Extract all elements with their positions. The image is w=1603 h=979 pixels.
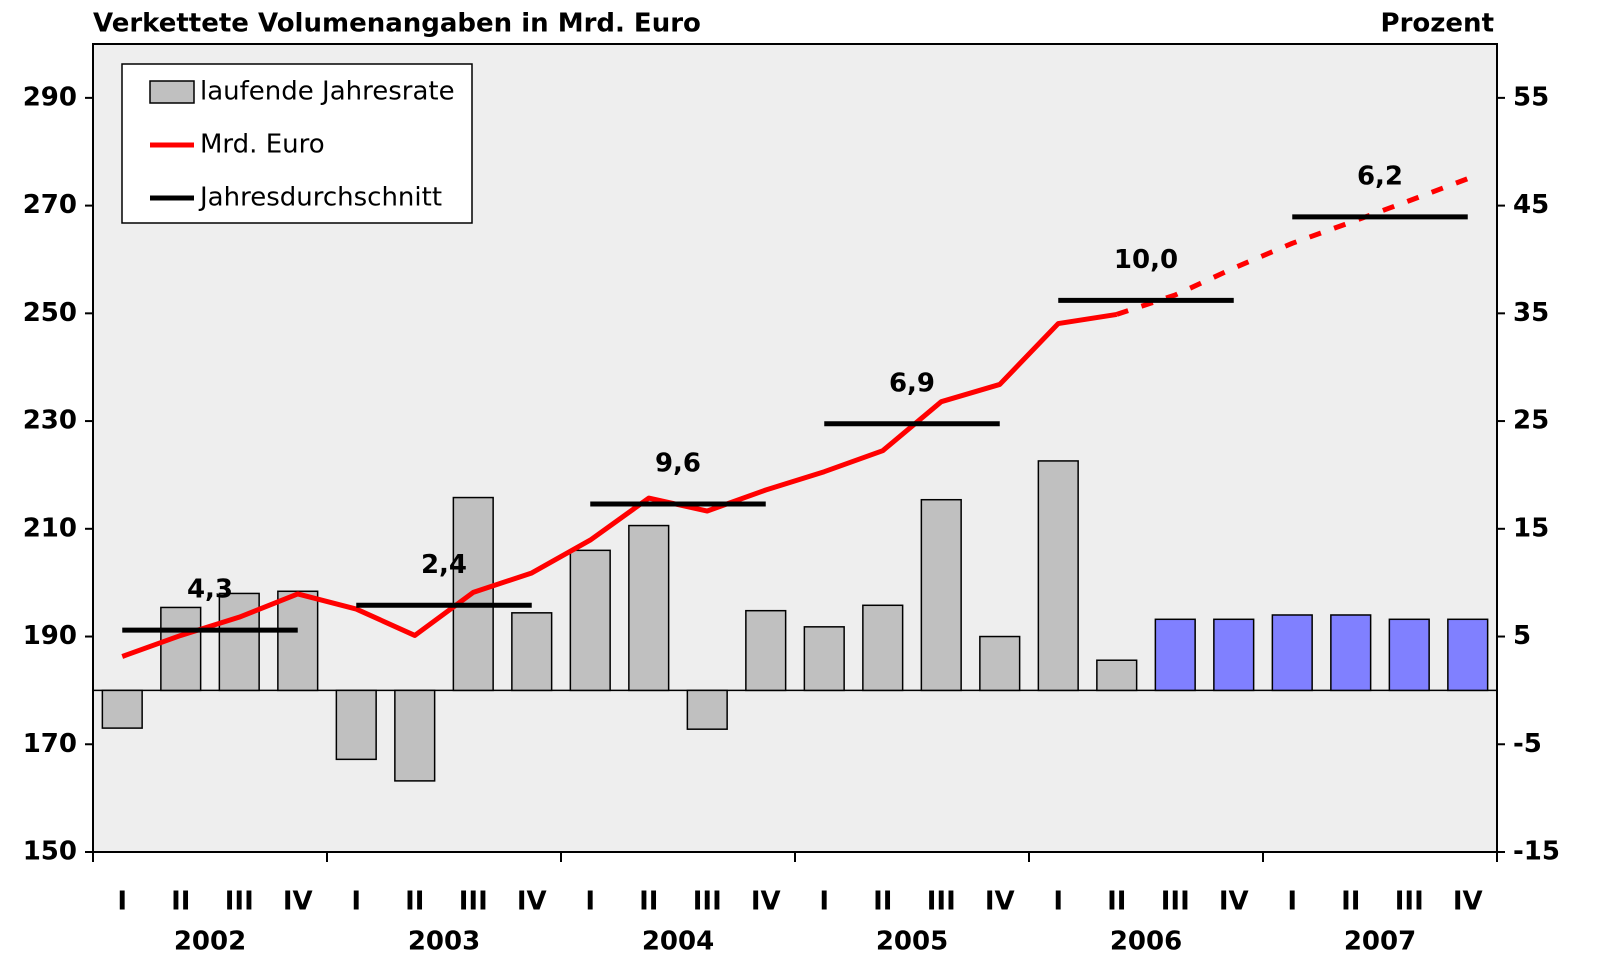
x-tick-label: III [459,887,488,917]
x-tick-label: IV [985,887,1015,917]
x-tick-label: II [405,887,424,917]
annual-growth-label: 9,6 [655,449,701,479]
bar [101,689,143,729]
y2-title: Prozent [1381,9,1494,39]
bar [1388,618,1430,692]
bar [1154,618,1196,692]
legend-label: laufende Jahresrate [200,77,455,107]
bar [745,609,787,692]
bar [1213,618,1255,692]
bar [803,626,845,692]
x-tick-label: IV [517,887,547,917]
x-tick-label: II [1107,887,1126,917]
bar [218,592,260,692]
bar [628,524,670,692]
x-tick-label: II [171,887,190,917]
legend-label: Jahresdurchschnitt [198,183,442,213]
y2-tick-label: -15 [1513,837,1560,867]
x-tick-label: I [351,887,361,917]
y2-tick-label: 25 [1513,406,1549,436]
bar [920,498,962,692]
annual-growth-label: 10,0 [1114,245,1178,275]
y-tick-label: 250 [23,298,77,328]
annual-growth-label: 4,3 [187,575,233,605]
x-tick-label: IV [283,887,313,917]
x-tick-label: III [1161,887,1190,917]
bar [686,689,728,730]
legend-label: Mrd. Euro [200,130,325,160]
line [1115,176,1469,317]
bar [979,635,1021,692]
y2-tick-label: 45 [1513,190,1549,220]
x-tick-label: I [1053,887,1063,917]
annual-growth-label: 2,4 [421,550,467,580]
bar [160,606,202,692]
x-tick-label: I [117,887,127,917]
y2-tick-label: 15 [1513,513,1549,543]
x-tick-label: I [819,887,829,917]
year-label: 2005 [876,927,948,957]
bar [862,604,904,692]
y-tick-label: 190 [23,621,77,651]
y-tick-label: 170 [23,729,77,759]
bar [511,612,553,692]
x-tick-label: III [927,887,956,917]
line [121,311,1118,659]
x-tick-label: III [225,887,254,917]
y2-tick-label: 55 [1513,82,1549,112]
bar [335,689,377,761]
year-label: 2006 [1110,927,1182,957]
annual-growth-label: 6,9 [889,368,935,398]
y-tick-label: 230 [23,406,77,436]
y2-tick-label: -5 [1513,729,1542,759]
x-tick-label: II [873,887,892,917]
x-tick-label: IV [1219,887,1249,917]
bar [277,590,319,692]
annual-growth-label: 6,2 [1357,161,1403,191]
x-tick-label: II [1341,887,1360,917]
x-tick-label: II [639,887,658,917]
bar [569,549,611,692]
year-label: 2004 [642,927,714,957]
x-tick-label: I [1287,887,1297,917]
bar [1447,618,1489,692]
bar [1096,659,1138,692]
y2-tick-label: 5 [1513,621,1531,651]
year-label: 2007 [1344,927,1416,957]
bar [1330,614,1372,692]
year-label: 2002 [174,927,246,957]
y-tick-label: 150 [23,837,77,867]
x-tick-label: IV [751,887,781,917]
bar [1271,614,1313,692]
x-tick-label: IV [1453,887,1483,917]
y-tick-label: 290 [23,82,77,112]
x-tick-label: I [585,887,595,917]
bar [394,689,436,782]
legend-swatch [149,80,195,104]
bar [1037,460,1079,692]
x-tick-label: III [1395,887,1424,917]
y-tick-label: 270 [23,190,77,220]
y2-tick-label: 35 [1513,298,1549,328]
year-label: 2003 [408,927,480,957]
y-tick-label: 210 [23,513,77,543]
x-tick-label: III [693,887,722,917]
chart-title: Verkettete Volumenangaben in Mrd. Euro [93,9,701,39]
